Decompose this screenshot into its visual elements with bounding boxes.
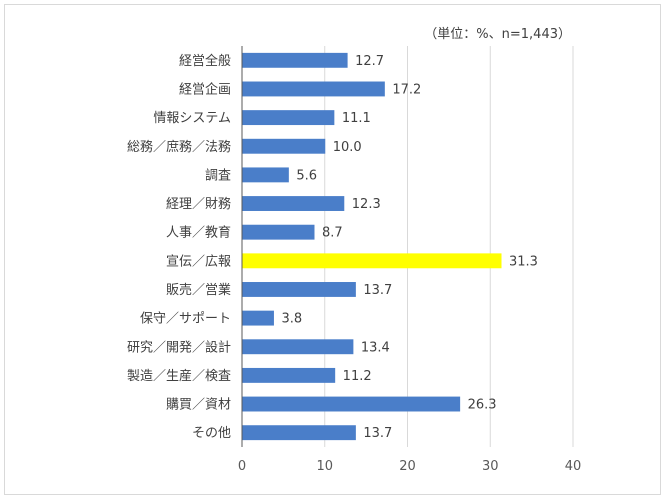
value-label: 13.7 — [363, 283, 392, 298]
bar — [242, 425, 356, 441]
category-label: 購買／資材 — [166, 398, 231, 413]
value-label: 5.6 — [296, 168, 317, 183]
value-label: 3.8 — [281, 312, 302, 327]
value-label: 8.7 — [322, 226, 343, 241]
bar — [242, 81, 385, 97]
category-label: 経理／財務 — [166, 197, 231, 212]
x-tick-label: 0 — [238, 459, 246, 474]
bar-highlighted — [242, 253, 502, 269]
bar — [242, 110, 335, 126]
category-label: 販売／営業 — [166, 282, 231, 298]
category-label: 調査 — [205, 168, 231, 183]
bar — [242, 310, 274, 326]
x-tick-label: 20 — [399, 459, 416, 474]
bar — [242, 339, 354, 355]
value-label: 17.2 — [392, 82, 421, 97]
bar — [242, 138, 326, 154]
category-label: 総務／庶務／法務 — [127, 139, 231, 155]
unit-note: （単位：%、n=1,443） — [424, 26, 571, 42]
category-label: 研究／開発／設計 — [127, 339, 231, 355]
x-tick-label: 40 — [565, 459, 582, 474]
x-tick-label: 10 — [316, 459, 333, 474]
category-label: その他 — [192, 426, 231, 441]
value-label: 10.0 — [333, 140, 362, 155]
value-label: 11.1 — [342, 111, 371, 126]
x-tick-label: 30 — [482, 459, 499, 474]
value-label: 11.2 — [343, 369, 372, 384]
bar — [242, 282, 356, 297]
category-label: 宣伝／広報 — [166, 253, 231, 269]
bar — [242, 52, 348, 68]
value-label: 13.7 — [363, 426, 392, 441]
category-label: 経営全般 — [179, 53, 231, 69]
category-label: 保守／サポート — [140, 312, 231, 327]
category-label: 情報システム — [153, 111, 231, 126]
bar — [242, 367, 336, 383]
value-label: 12.3 — [352, 197, 381, 212]
category-label: 人事／教育 — [166, 225, 231, 241]
bar — [242, 224, 315, 240]
category-label: 経営企画 — [179, 81, 231, 97]
bar — [242, 196, 345, 211]
value-label: 26.3 — [468, 398, 497, 413]
category-label: 製造／生産／検査 — [127, 368, 231, 384]
value-label: 13.4 — [361, 340, 390, 355]
bar — [242, 396, 461, 412]
value-label: 31.3 — [509, 254, 538, 269]
value-label: 12.7 — [355, 54, 384, 69]
bar — [242, 167, 289, 183]
